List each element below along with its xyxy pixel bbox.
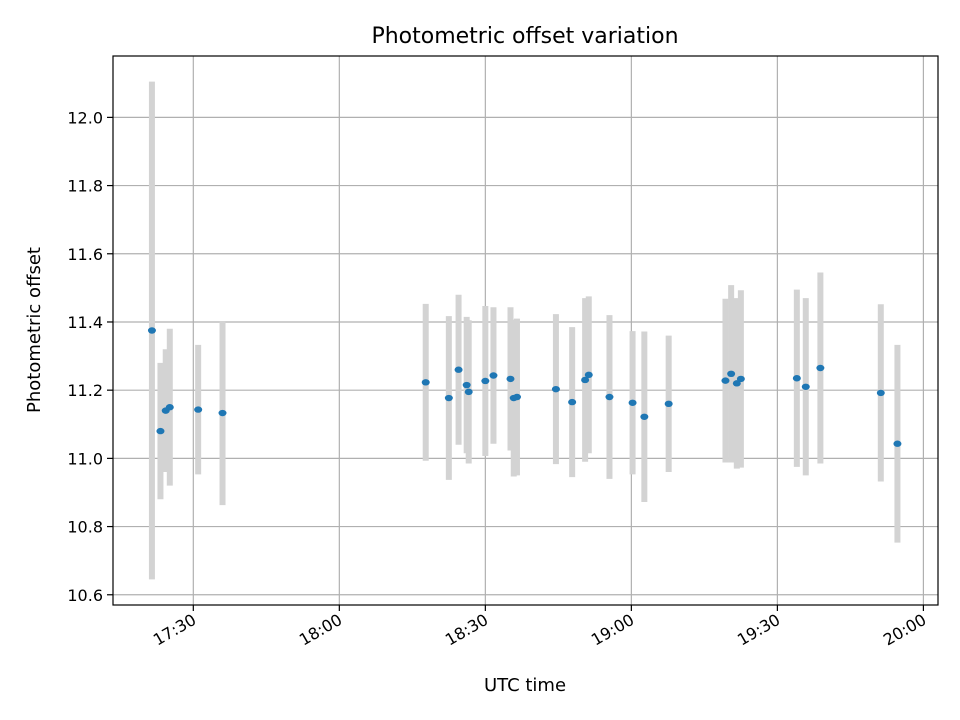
x-axis-label: UTC time — [484, 675, 566, 696]
data-point — [462, 381, 471, 389]
data-point — [628, 399, 637, 406]
data-point — [147, 327, 156, 334]
data-point — [792, 375, 801, 382]
data-point — [664, 400, 673, 408]
y-tick-label: 11.0 — [67, 449, 103, 468]
data-point — [893, 440, 902, 447]
data-point — [605, 393, 614, 401]
data-point — [732, 380, 741, 387]
data-point — [721, 377, 730, 384]
y-tick-label: 11.6 — [67, 245, 103, 264]
y-axis-label: Photometric offset — [24, 247, 45, 413]
data-point — [816, 364, 825, 372]
y-tick-label: 10.8 — [67, 518, 103, 537]
data-point — [581, 376, 590, 384]
data-point — [876, 389, 885, 397]
y-tick-label: 11.8 — [67, 177, 103, 196]
data-point — [218, 409, 227, 417]
data-point — [194, 406, 203, 413]
data-point — [640, 413, 649, 420]
plot-frame — [112, 55, 939, 606]
data-point — [156, 427, 165, 435]
data-point — [506, 375, 515, 383]
data-point — [454, 366, 463, 373]
data-point — [584, 371, 593, 379]
data-point — [512, 393, 521, 401]
data-point — [727, 370, 736, 378]
data-point — [551, 385, 560, 393]
chart-title: Photometric offset variation — [371, 24, 678, 49]
data-point — [464, 388, 473, 396]
data-point — [421, 379, 430, 386]
data-point — [165, 404, 174, 411]
y-tick-label: 11.4 — [67, 313, 103, 332]
data-point — [489, 372, 498, 379]
data-point — [481, 377, 490, 385]
data-point — [801, 383, 810, 390]
y-tick-label: 10.6 — [67, 586, 103, 605]
data-points — [147, 327, 902, 447]
data-point — [444, 394, 453, 402]
data-point — [568, 398, 577, 406]
data-point — [736, 375, 745, 383]
y-tick-label: 12.0 — [67, 108, 103, 127]
y-tick-label: 11.2 — [67, 381, 103, 400]
